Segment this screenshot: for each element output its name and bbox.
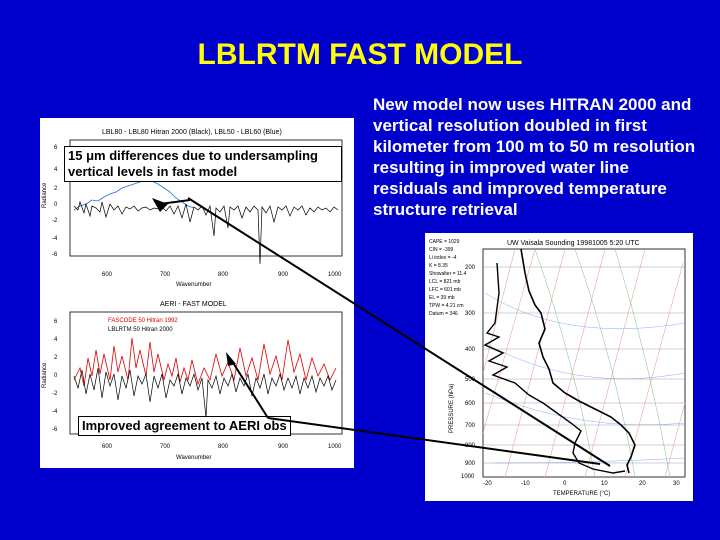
upper-yticks: 6 4 2 0 -2 -4 -6 (52, 145, 58, 258)
legend-red: FASCODE 50 Hitran 1992 (108, 318, 178, 324)
stat: CAPE = 1029 (429, 239, 460, 245)
aeri-callout: Improved agreement to AERI obs (78, 416, 291, 436)
ytick: 4 (54, 167, 58, 173)
ytick: -6 (52, 252, 58, 258)
stat: Datum = 346 (429, 311, 458, 317)
lower-series-black (73, 367, 337, 419)
temperature-ticks: -20 -10 0 10 20 30 (483, 481, 680, 487)
ttick: 10 (601, 481, 608, 487)
temperature-profile (520, 248, 636, 474)
callout-line: 15 μm differences due to undersampling (68, 148, 318, 163)
ytick: 6 (54, 145, 58, 151)
ttick: 20 (639, 481, 646, 487)
xtick: 600 (102, 272, 113, 278)
moist-adiabats (534, 248, 671, 478)
dewpoint-profile (483, 262, 626, 474)
sounding-frame (482, 248, 686, 478)
xtick: 700 (160, 272, 171, 278)
xtick: 700 (160, 444, 171, 450)
pressure-ticks: 200 300 400 500 600 700 800 900 1000 (461, 265, 476, 480)
stat: Showalter = 11.4 (429, 271, 467, 277)
ytick: -6 (52, 427, 58, 433)
ttick: -20 (483, 481, 492, 487)
ytick: 6 (54, 319, 58, 325)
stat: TPW = 4.21 cm (429, 303, 464, 309)
dry-adiabats (484, 292, 686, 464)
xtick: 600 (102, 444, 113, 450)
xtick: 1000 (328, 444, 342, 450)
lower-ylabel: Radiance (42, 362, 48, 388)
upper-ylabel: Radiance (42, 182, 48, 208)
ytick: -2 (52, 218, 58, 224)
upper-series-blue (73, 179, 195, 211)
ytick: -4 (52, 236, 58, 242)
ptick: 200 (465, 265, 476, 271)
stat: K = 8.35 (429, 263, 448, 269)
lower-plot-title: AERI - FAST MODEL (160, 301, 227, 308)
skewt-sounding: UW Vaisala Sounding 19981005 5:20 UTC CA… (425, 233, 693, 501)
ptick: 900 (465, 461, 476, 467)
xtick: 800 (218, 272, 229, 278)
ptick: 800 (465, 443, 476, 449)
ptick: 400 (465, 347, 476, 353)
isobars (483, 266, 685, 464)
sounding-title: UW Vaisala Sounding 19981005 5:20 UTC (507, 240, 640, 247)
stat: LFC = 601 mb (429, 287, 461, 293)
xtick: 900 (278, 444, 289, 450)
upper-plot-title: LBL80 - LBL80 Hitran 2000 (Black), LBL50… (102, 129, 282, 136)
sounding-ylabel: PRESSURE (hPa) (449, 384, 455, 433)
sounding-stats: CAPE = 1029 CIN = -399 Li index = -4 K =… (429, 239, 467, 317)
xtick: 1000 (328, 272, 342, 278)
slide-description: New model now uses HITRAN 2000 and verti… (373, 95, 696, 219)
lower-xticks: 600 700 800 900 1000 (102, 444, 342, 450)
slide-title: LBLRTM FAST MODEL (197, 38, 523, 71)
lower-yticks: 6 4 2 0 -2 -4 -6 (52, 319, 58, 433)
skewt-diagram: UW Vaisala Sounding 19981005 5:20 UTC CA… (429, 239, 686, 497)
isotherms (482, 248, 686, 478)
ytick: 0 (54, 202, 58, 208)
ttick: 30 (673, 481, 680, 487)
stat: LCL = 821 mb (429, 279, 461, 285)
undersampling-callout: 15 μm differences due to undersampling v… (64, 146, 342, 182)
ytick: -2 (52, 391, 58, 397)
ptick: 700 (465, 423, 476, 429)
legend-black: LBLRTM 50 Hitran 2000 (108, 327, 173, 333)
lower-xlabel: Wavenumber (176, 455, 211, 461)
stat: Li index = -4 (429, 255, 457, 261)
upper-series-black (73, 200, 339, 265)
upper-xlabel: Wavenumber (176, 282, 211, 288)
ptick: 600 (465, 401, 476, 407)
upper-xticks: 600 700 800 900 1000 (102, 272, 342, 278)
ttick: 0 (563, 481, 567, 487)
ptick: 1000 (461, 474, 475, 480)
stat: EL = 39 mb (429, 295, 455, 301)
ytick: 4 (54, 337, 58, 343)
ytick: 0 (54, 373, 58, 379)
sounding-xlabel: TEMPERATURE (°C) (553, 491, 610, 497)
xtick: 900 (278, 272, 289, 278)
xtick: 800 (218, 444, 229, 450)
callout-line: vertical levels in fast model (68, 164, 238, 179)
stat: CIN = -399 (429, 247, 454, 253)
ptick: 300 (465, 311, 476, 317)
ttick: -10 (521, 481, 530, 487)
ytick: 2 (54, 355, 58, 361)
ytick: 2 (54, 186, 58, 192)
ptick: 500 (465, 377, 476, 383)
ytick: -4 (52, 409, 58, 415)
